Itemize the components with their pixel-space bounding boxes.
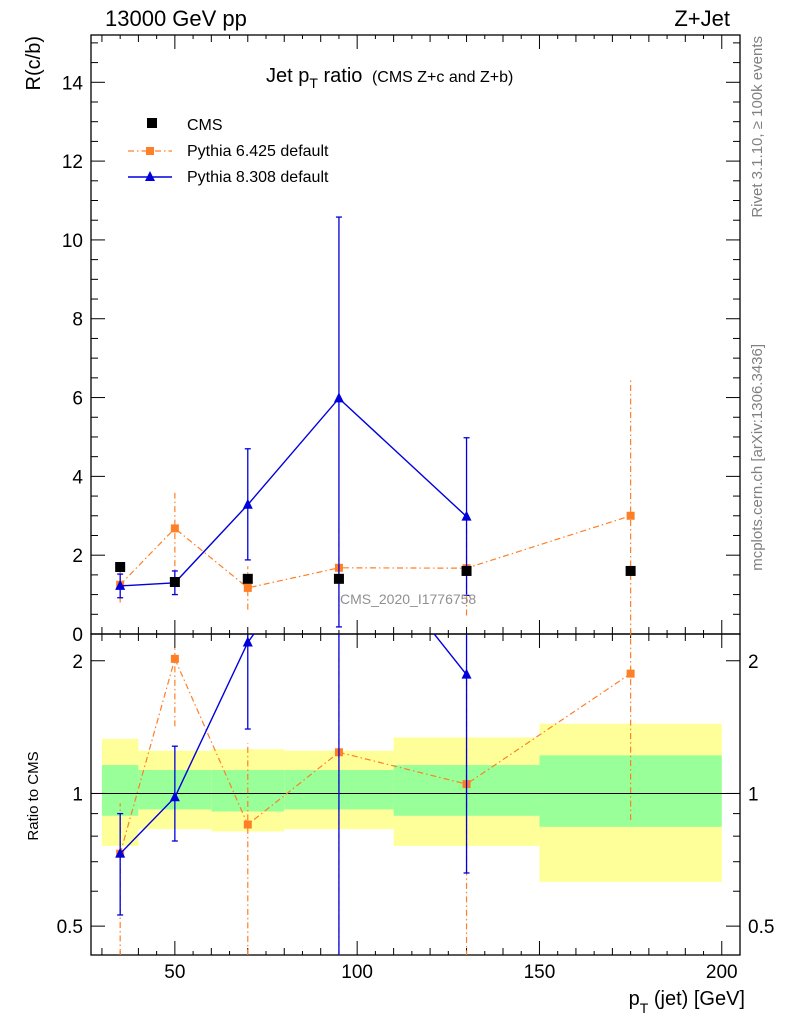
p6-point bbox=[243, 583, 252, 592]
y-tick-label: 2 bbox=[72, 546, 83, 567]
legend-label-p8: Pythia 8.308 default bbox=[187, 169, 329, 186]
x-axis-label: pT (jet) [GeV] bbox=[629, 988, 745, 1016]
ratio-tick-label: 1 bbox=[748, 784, 759, 805]
ratio-tick-label: 0.5 bbox=[748, 917, 774, 938]
ratio-p6-point bbox=[243, 820, 252, 829]
x-tick-label: 200 bbox=[706, 962, 738, 983]
upper-series bbox=[115, 216, 636, 634]
x-tick-label: 50 bbox=[164, 962, 185, 983]
y-tick-label: 8 bbox=[72, 310, 83, 331]
cms-point bbox=[242, 573, 253, 584]
y-tick-label: 12 bbox=[62, 152, 83, 173]
ratio-p6-point bbox=[170, 654, 179, 663]
ratio-p6-line bbox=[119, 657, 631, 854]
ratio-p8-point bbox=[115, 847, 126, 858]
p8-line bbox=[120, 397, 468, 587]
p6-point bbox=[170, 524, 179, 533]
p8-point bbox=[242, 498, 253, 509]
mcplots-label: mcplots.cern.ch [arXiv:1306.3436] bbox=[749, 344, 766, 571]
ratio-panel-frame bbox=[90, 633, 741, 956]
y-axis-label: R(c/b) bbox=[23, 36, 45, 90]
y-tick-label: 0 bbox=[72, 625, 83, 646]
ratio-tick-label: 1 bbox=[72, 784, 83, 805]
p8-point bbox=[461, 510, 472, 521]
ratio-tick-label: 2 bbox=[748, 652, 759, 673]
legend-marker-p6 bbox=[146, 147, 154, 155]
cms-point bbox=[115, 562, 126, 573]
ratio-series bbox=[115, 634, 635, 955]
rivet-version-label: Rivet 3.1.10, ≥ 100k events bbox=[749, 36, 766, 218]
series-layer bbox=[115, 216, 636, 955]
ratio-band-layer bbox=[91, 723, 740, 882]
ratio-p8-point bbox=[169, 791, 180, 802]
x-tick-label: 100 bbox=[341, 962, 373, 983]
p6-point bbox=[626, 511, 635, 520]
p6-line bbox=[119, 515, 631, 589]
y-tick-label: 6 bbox=[72, 389, 83, 410]
ratio-tick-label: 0.5 bbox=[57, 917, 83, 938]
legend: CMS Pythia 6.425 default Pythia 8.308 de… bbox=[128, 117, 329, 186]
x-tick-label: 150 bbox=[524, 962, 556, 983]
process-label: Z+Jet bbox=[674, 6, 730, 31]
analysis-label: CMS_2020_I1776758 bbox=[340, 591, 476, 607]
legend-marker-cms bbox=[147, 118, 157, 128]
legend-label-cms: CMS bbox=[187, 117, 223, 134]
cms-point bbox=[333, 573, 344, 584]
cms-point bbox=[169, 576, 180, 587]
ratio-p8-point bbox=[461, 668, 472, 679]
energy-label: 13000 GeV pp bbox=[105, 6, 247, 31]
ratio-band-inner bbox=[101, 765, 139, 816]
y-tick-label: 14 bbox=[62, 73, 84, 94]
chart-title: Jet pT ratio (CMS Z+c and Z+b) bbox=[266, 65, 513, 91]
cms-point bbox=[625, 565, 636, 576]
ratio-p8-point bbox=[242, 636, 253, 647]
legend-marker-p8 bbox=[145, 171, 155, 181]
y-tick-label: 10 bbox=[62, 231, 83, 252]
legend-label-p6: Pythia 6.425 default bbox=[187, 143, 329, 160]
ratio-axis-label: Ratio to CMS bbox=[25, 751, 42, 840]
ratio-tick-label: 2 bbox=[72, 652, 83, 673]
ratio-p6-point bbox=[626, 669, 635, 678]
cms-point bbox=[461, 565, 472, 576]
y-tick-label: 4 bbox=[72, 467, 83, 488]
p8-point bbox=[333, 392, 344, 403]
p8-point bbox=[115, 579, 126, 590]
